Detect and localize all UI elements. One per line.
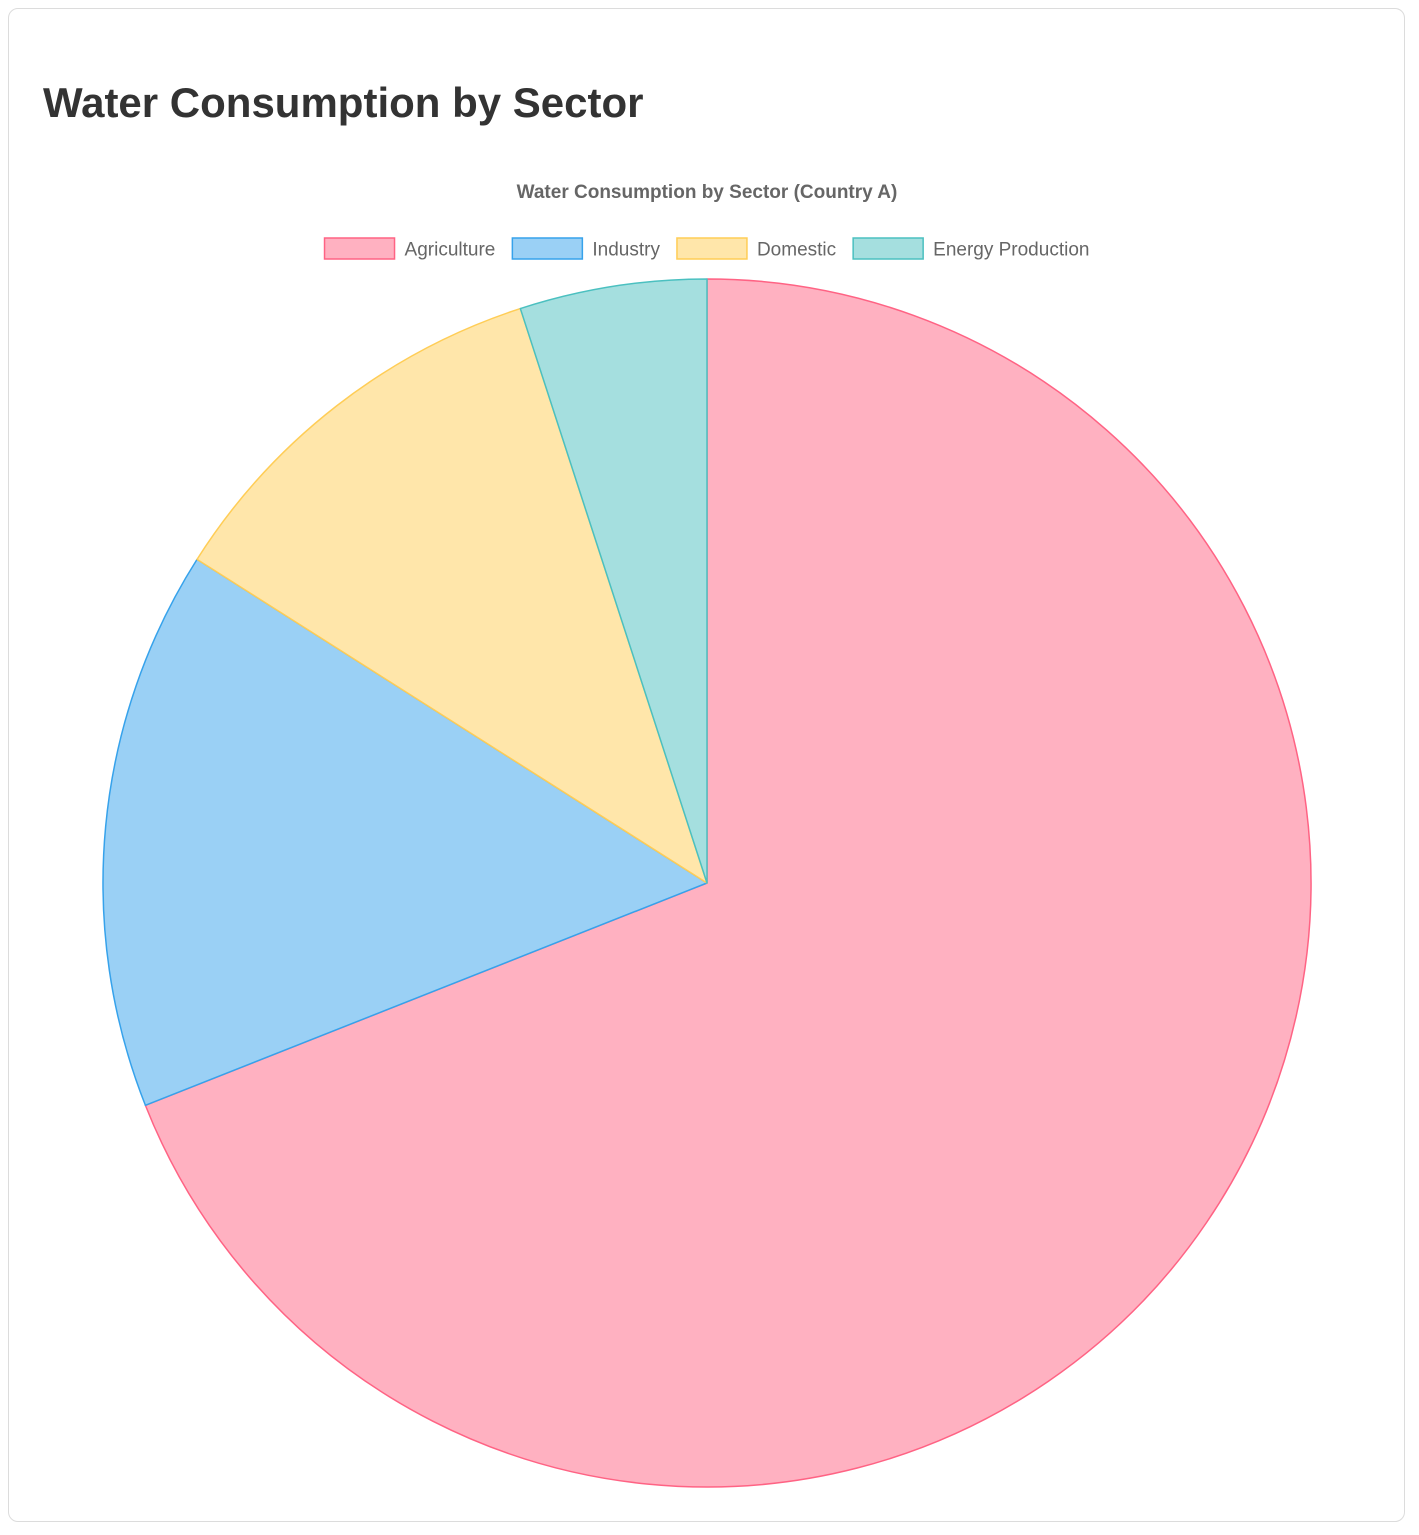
legend-item-energy-production[interactable]: Energy Production bbox=[852, 237, 1089, 261]
pie-slice-domestic[interactable] bbox=[196, 307, 708, 884]
chart-legend[interactable]: Agriculture Industry Domestic Energy Produc… bbox=[323, 237, 1090, 261]
legend-item-agriculture[interactable]: Agriculture bbox=[323, 237, 496, 261]
legend-swatch-domestic bbox=[676, 237, 748, 260]
pie-slice-industry[interactable] bbox=[102, 558, 708, 1107]
legend-label-energy-production: Energy Production bbox=[933, 240, 1089, 261]
legend-swatch-energy-production bbox=[852, 237, 924, 260]
pie-slice-agriculture[interactable] bbox=[144, 278, 1312, 1488]
pie-chart: Water Consumption by Sector (Country A) … bbox=[102, 182, 1312, 1488]
legend-item-industry[interactable]: Industry bbox=[511, 237, 660, 261]
legend-label-industry: Industry bbox=[592, 240, 660, 261]
legend-swatch-industry bbox=[511, 237, 584, 260]
legend-swatch-agriculture bbox=[323, 237, 396, 260]
page-title: Water Consumption by Sector bbox=[43, 79, 644, 126]
pie-slices bbox=[102, 278, 1312, 1488]
legend-label-domestic: Domestic bbox=[757, 240, 836, 261]
chart-title: Water Consumption by Sector (Country A) bbox=[517, 182, 898, 203]
legend-item-domestic[interactable]: Domestic bbox=[676, 237, 836, 261]
chart-card: Water Consumption by Sector Water Consum… bbox=[8, 8, 1405, 1522]
legend-label-agriculture: Agriculture bbox=[405, 240, 496, 261]
pie-slice-energy-production[interactable] bbox=[519, 278, 708, 884]
